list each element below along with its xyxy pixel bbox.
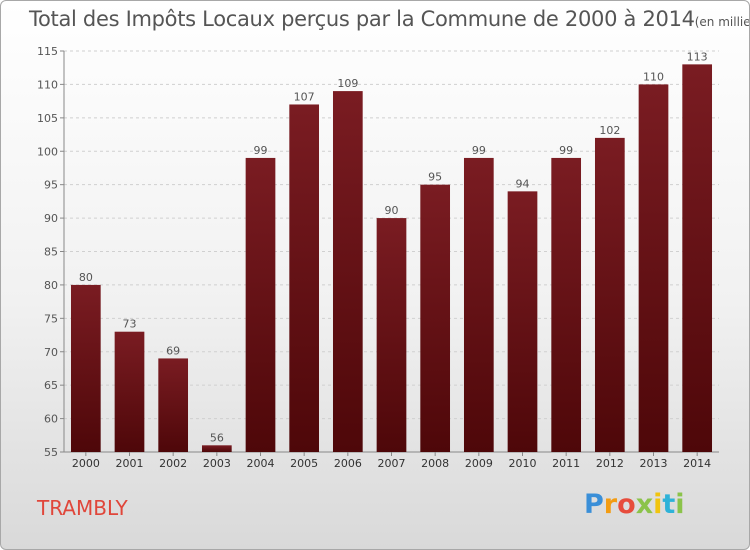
x-tick-label: 2003 xyxy=(203,457,231,470)
x-tick-label: 2004 xyxy=(247,457,275,470)
logo-letter: r xyxy=(603,489,618,520)
data-label: 73 xyxy=(123,318,137,331)
y-tick-label: 70 xyxy=(44,346,58,359)
y-tick-label: 75 xyxy=(44,312,58,325)
y-tick-label: 65 xyxy=(44,379,58,392)
x-tick-label: 2010 xyxy=(509,457,537,470)
x-tick-label: 2012 xyxy=(596,457,624,470)
y-tick-label: 100 xyxy=(37,145,58,158)
bar xyxy=(420,184,451,452)
x-tick-label: 2002 xyxy=(159,457,187,470)
commune-name: TRAMBLY xyxy=(37,496,128,520)
bar xyxy=(332,91,363,452)
chart-title-text: Total des Impôts Locaux perçus par la Co… xyxy=(29,7,695,31)
chart-unit-label: (en milliers d'€) xyxy=(694,15,750,29)
x-tick-label: 2013 xyxy=(640,457,668,470)
data-label: 113 xyxy=(687,50,708,63)
data-label: 99 xyxy=(254,144,268,157)
logo-letter: i xyxy=(675,489,685,520)
x-tick-label: 2008 xyxy=(421,457,449,470)
logo-letter: x xyxy=(635,489,654,520)
x-tick-label: 2011 xyxy=(552,457,580,470)
y-tick-label: 90 xyxy=(44,212,58,225)
data-label: 94 xyxy=(516,177,530,190)
y-tick-label: 80 xyxy=(44,279,58,292)
data-label: 80 xyxy=(79,271,93,284)
bar xyxy=(463,157,494,452)
data-label: 102 xyxy=(599,124,620,137)
bar xyxy=(507,191,538,452)
proxiti-logo: Proxiti xyxy=(584,489,685,520)
logo-letter: o xyxy=(617,489,636,520)
x-tick-label: 2007 xyxy=(378,457,406,470)
y-tick-label: 115 xyxy=(37,45,58,58)
bar xyxy=(682,64,713,452)
bar xyxy=(594,137,625,452)
data-label: 69 xyxy=(166,344,180,357)
x-tick-label: 2006 xyxy=(334,457,362,470)
bar xyxy=(551,157,582,452)
y-tick-label: 60 xyxy=(44,413,58,426)
x-tick-label: 2014 xyxy=(683,457,711,470)
bar xyxy=(638,84,669,453)
data-label: 107 xyxy=(294,90,315,103)
logo-letter: P xyxy=(584,489,604,520)
logo-letter: t xyxy=(662,489,676,520)
bar xyxy=(114,331,145,452)
x-tick-label: 2005 xyxy=(290,457,318,470)
data-label: 110 xyxy=(643,70,664,83)
x-tick-label: 2000 xyxy=(72,457,100,470)
x-tick-label: 2009 xyxy=(465,457,493,470)
bar xyxy=(70,284,101,452)
data-label: 56 xyxy=(210,431,224,444)
bar xyxy=(201,445,232,452)
logo-letter: i xyxy=(653,489,663,520)
y-tick-label: 110 xyxy=(37,78,58,91)
data-label: 99 xyxy=(472,144,486,157)
data-label: 95 xyxy=(428,171,442,184)
data-label: 99 xyxy=(559,144,573,157)
data-label: 109 xyxy=(337,77,358,90)
bar xyxy=(289,104,320,452)
y-tick-label: 105 xyxy=(37,112,58,125)
bar xyxy=(245,157,276,452)
y-tick-label: 85 xyxy=(44,246,58,259)
y-tick-label: 55 xyxy=(44,446,58,459)
y-tick-label: 95 xyxy=(44,179,58,192)
bar xyxy=(376,218,407,452)
bar xyxy=(158,358,189,452)
x-tick-label: 2001 xyxy=(116,457,144,470)
data-label: 90 xyxy=(385,204,399,217)
chart-title: Total des Impôts Locaux perçus par la Co… xyxy=(29,7,750,31)
